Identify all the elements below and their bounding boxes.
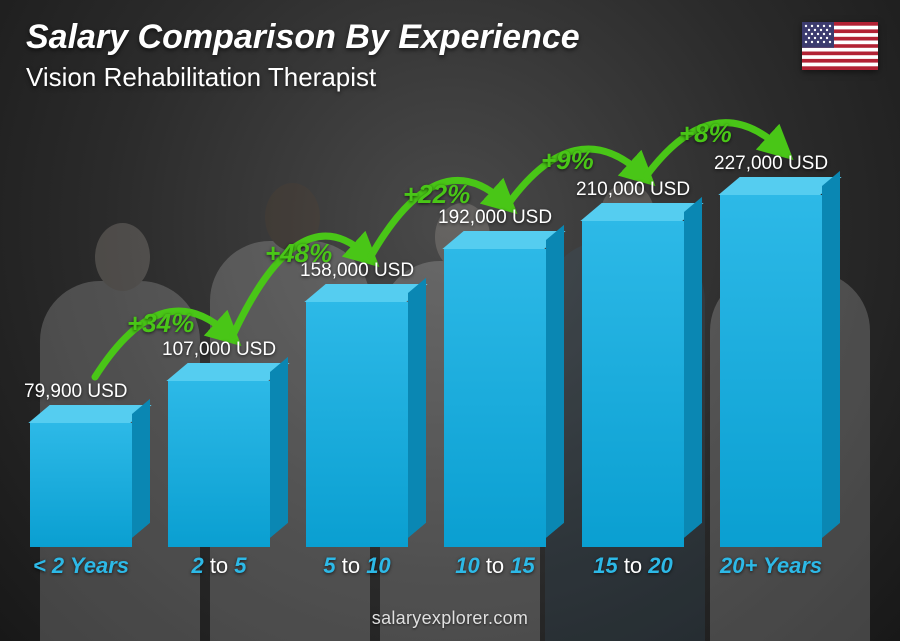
chart-title: Salary Comparison By Experience (26, 18, 580, 57)
bar (582, 221, 684, 547)
delta-pct-label: +34% (127, 308, 194, 339)
chart-subtitle: Vision Rehabilitation Therapist (26, 62, 376, 93)
bar-category-label: 20+ Years (720, 553, 822, 579)
bar-value-label: 192,000 USD (438, 207, 552, 229)
bar-value-label: 210,000 USD (576, 179, 690, 201)
infographic-stage: Salary Comparison By Experience Vision R… (0, 0, 900, 641)
bar (444, 249, 546, 547)
bar-value-label: 107,000 USD (162, 339, 276, 361)
delta-pct-label: +8% (679, 118, 732, 149)
bar (306, 302, 408, 547)
attribution-text: salaryexplorer.com (0, 608, 900, 629)
salary-bar-chart: 79,900 USD< 2 Years107,000 USD2 to 5158,… (30, 119, 862, 579)
bar-value-label: 227,000 USD (714, 153, 828, 175)
bar (30, 423, 132, 547)
flag-icon (802, 22, 878, 70)
bar-category-label: 15 to 20 (582, 553, 684, 579)
delta-pct-label: +9% (541, 145, 594, 176)
bar-category-label: 2 to 5 (168, 553, 270, 579)
delta-pct-label: +48% (265, 238, 332, 269)
bar (168, 381, 270, 547)
bar-category-label: < 2 Years (30, 553, 132, 579)
bar-category-label: 5 to 10 (306, 553, 408, 579)
bar-category-label: 10 to 15 (444, 553, 546, 579)
delta-pct-label: +22% (403, 179, 470, 210)
bar-value-label: 79,900 USD (24, 381, 128, 403)
bar (720, 195, 822, 547)
